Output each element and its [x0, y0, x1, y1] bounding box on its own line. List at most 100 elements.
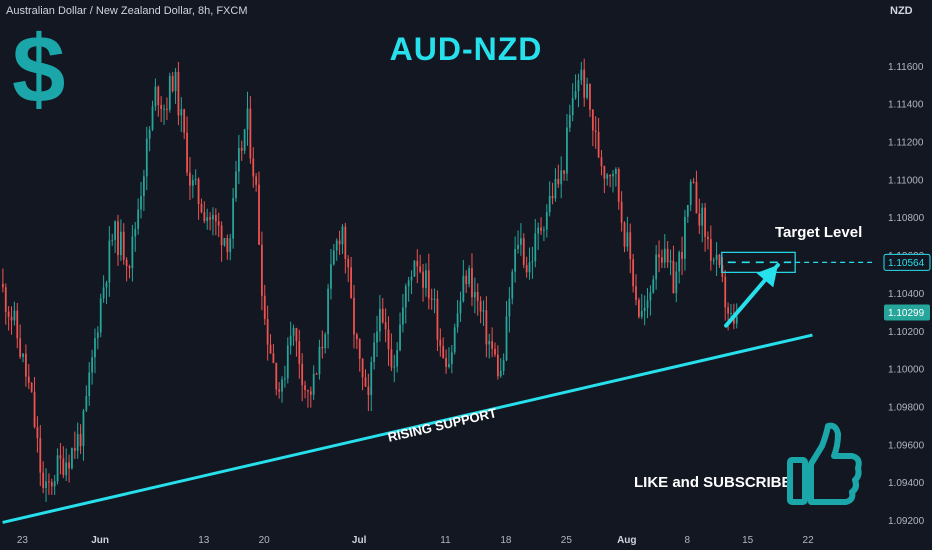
candle-body — [626, 232, 629, 247]
candle-body — [678, 252, 681, 272]
candle-body — [609, 174, 612, 177]
candle-body — [33, 391, 36, 428]
time-axis[interactable]: 23 Jun 13 20 Jul 11 18 25 Aug 8 15 22 — [17, 535, 814, 546]
candle-body — [574, 91, 577, 98]
candle-body — [715, 254, 718, 260]
candle-body — [655, 254, 658, 280]
candle-body — [568, 115, 571, 128]
candle-body — [263, 295, 266, 319]
symbol-title[interactable]: Australian Dollar / New Zealand Dollar, … — [6, 5, 248, 17]
candle-body — [623, 222, 626, 247]
candle-body — [232, 198, 235, 239]
candle-body — [335, 240, 338, 251]
candle-body — [30, 382, 33, 392]
time-tick-label: Aug — [617, 535, 636, 546]
candle-body — [534, 233, 537, 262]
candle-body — [180, 109, 183, 116]
candle-body — [387, 329, 390, 350]
candle-body — [258, 184, 260, 245]
candle-body — [508, 298, 511, 317]
candle-body — [612, 173, 614, 177]
candle-body — [629, 232, 632, 260]
candle-body — [145, 138, 148, 177]
candle-body — [65, 462, 68, 476]
candle-body — [229, 238, 232, 252]
candle-body — [701, 207, 704, 226]
candle-body — [689, 181, 692, 206]
candle-body — [212, 214, 214, 220]
candle-body — [525, 264, 528, 273]
candle-body — [91, 357, 93, 373]
time-tick-label: 11 — [440, 535, 451, 546]
candle-body — [318, 346, 321, 375]
candle-body — [445, 357, 447, 367]
like-subscribe-text: LIKE and SUBSCRIBE — [634, 474, 792, 491]
candle-body — [301, 363, 304, 386]
candle-body — [439, 339, 442, 347]
dollar-icon: $ — [12, 16, 66, 123]
candle-body — [252, 158, 255, 177]
candle-body — [36, 427, 39, 439]
candle-body — [459, 301, 462, 314]
candle-body — [321, 346, 324, 349]
candle-body — [430, 298, 433, 300]
thumbs-up-icon — [787, 422, 862, 505]
candle-body — [511, 271, 514, 299]
candle-body — [390, 349, 393, 368]
candle-body — [134, 228, 137, 237]
time-tick-label: 13 — [198, 535, 210, 546]
candle-body — [338, 240, 341, 245]
candle-body — [94, 338, 96, 358]
candle-body — [686, 205, 689, 217]
candle-body — [413, 261, 416, 277]
candle-body — [350, 267, 352, 298]
chart-title: AUD-NZD — [389, 31, 543, 67]
candle-body — [344, 226, 347, 260]
candle-body — [614, 169, 617, 174]
candle-body — [433, 298, 436, 300]
candle-body — [183, 109, 186, 133]
candle-body — [117, 221, 119, 256]
candle-body — [543, 229, 545, 231]
price-axis[interactable]: 1.116001.114001.112001.110001.108001.106… — [883, 62, 931, 527]
candle-body — [591, 109, 594, 131]
candle-body — [160, 105, 163, 110]
candle-body — [473, 291, 476, 298]
last-price-value: 1.10299 — [888, 308, 925, 319]
candle-body — [453, 327, 456, 353]
candle-body — [13, 310, 16, 321]
candle-body — [249, 108, 252, 159]
candle-body — [540, 227, 542, 231]
candle-body — [404, 286, 407, 308]
candle-body — [646, 300, 649, 308]
candle-body — [96, 332, 99, 339]
candle-body — [194, 178, 197, 181]
candle-body — [48, 481, 50, 483]
candle-body — [620, 201, 623, 223]
candle-body — [373, 342, 376, 363]
candle-body — [186, 132, 188, 173]
candle-body — [347, 259, 350, 268]
candle-body — [312, 373, 315, 395]
candle-body — [735, 316, 738, 324]
candle-body — [197, 178, 200, 204]
candle-body — [419, 266, 422, 272]
candle-body — [571, 97, 574, 116]
candle-body — [672, 260, 675, 294]
candle-body — [399, 324, 401, 351]
candle-body — [640, 311, 643, 317]
candle-body — [327, 288, 329, 335]
candle-body — [577, 80, 580, 92]
candle-body — [661, 257, 663, 263]
candle-body — [174, 71, 177, 92]
candle-body — [606, 174, 609, 179]
time-tick-label: Jun — [91, 535, 109, 546]
candle-body — [597, 131, 600, 158]
candle-body — [367, 386, 370, 396]
candle-body — [102, 287, 105, 299]
candle-body — [39, 438, 42, 473]
rising-support-line — [2, 333, 813, 524]
time-tick-label: 22 — [803, 535, 815, 546]
candle-body — [217, 221, 220, 226]
